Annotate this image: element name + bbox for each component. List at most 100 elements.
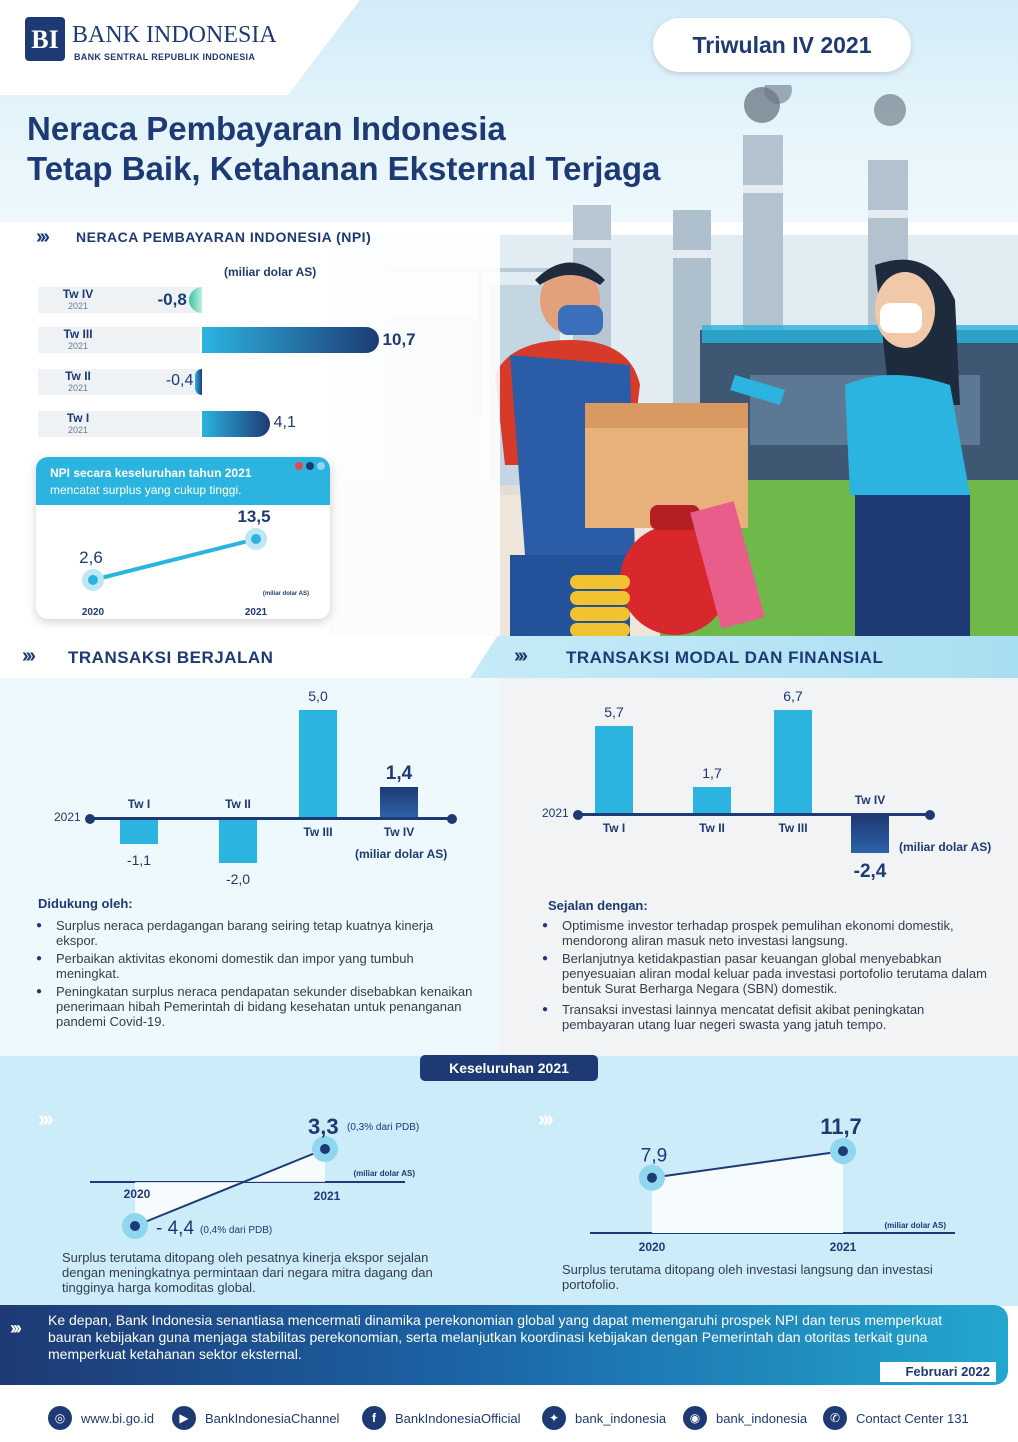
npi-quarter-year: 2021 (67, 341, 89, 351)
note-bullet: Berlanjutnya ketidakpastian pasar keuang… (542, 951, 987, 996)
kes-left-line (134, 1148, 326, 1227)
axis-dot (573, 809, 583, 820)
npi-annual-line-chart: 2,6 2020 13,5 2021 (miliar dolar AS) (79, 507, 309, 618)
npi-bar-chart: Tw IV 2021 -0,8 Tw III 2021 10,7 Tw II 2021 -0,4… (0, 0, 500, 450)
kes-right-unit: (miliar dolar AS) (885, 1221, 947, 1230)
footer-banner (0, 1305, 1008, 1385)
bar-category-label: Tw II (699, 821, 725, 835)
bar-value: 6,7 (783, 688, 803, 705)
note-bullet: Perbaikan aktivitas ekonomi domestik dan… (36, 951, 476, 981)
kes-right-area (652, 1151, 843, 1233)
instagram-icon[interactable]: ◉ (683, 1406, 707, 1430)
kes-right-point (647, 1172, 657, 1183)
chevrons-icon: ››› (22, 645, 36, 667)
chevrons-icon: ››› (38, 1106, 54, 1131)
transaksi-modal-title: TRANSAKSI MODAL DAN FINANSIAL (566, 648, 884, 667)
bar-value: 5,7 (604, 703, 624, 720)
bar-category-label: Tw I (127, 797, 151, 811)
keseluruhan-right-area-chart: 7,9 2020 11,7 2021 (miliar dolar AS) (590, 1114, 955, 1254)
chevrons-icon: ››› (10, 1318, 22, 1338)
npi-quarter-label: Tw II (65, 369, 91, 383)
bar-value: -2,4 (853, 860, 887, 882)
period-badge: Triwulan IV 2021 (653, 18, 911, 72)
npi-point (88, 575, 98, 585)
bar (380, 787, 418, 817)
page-title-line1: Neraca Pembayaran Indonesia (27, 110, 506, 147)
bar-value: -1,1 (126, 851, 152, 868)
npi-point-value: 2,6 (79, 548, 103, 567)
npi-card-line1: NPI secara keseluruhan tahun 2021 (50, 466, 252, 480)
youtube-icon[interactable]: ▶ (172, 1406, 196, 1430)
kes-left-note: (0,4% dari PDB) (200, 1225, 272, 1236)
npi-bar-value: 4,1 (273, 414, 296, 431)
kes-left-point (130, 1221, 140, 1231)
chevrons-icon: ››› (514, 645, 528, 667)
note-bullet: Peningkatan surplus neraca pendapatan se… (36, 984, 476, 1029)
tm-notes-title: Sejalan dengan: (548, 898, 648, 913)
globe-icon[interactable]: ◎ (48, 1406, 72, 1430)
npi-year-label: 2020 (82, 607, 105, 618)
kes-left-note: (0,3% dari PDB) (347, 1122, 419, 1133)
keseluruhan-left-caption: Surplus terutama ditopang oleh pesatnya … (62, 1250, 433, 1295)
bar (774, 710, 812, 813)
npi-section-title: NERACA PEMBAYARAN INDONESIA (NPI) (76, 229, 372, 245)
social-link-text[interactable]: www.bi.go.id (81, 1411, 154, 1426)
npi-quarter-year: 2021 (67, 301, 89, 311)
social-link-text[interactable]: Contact Center 131 (856, 1411, 969, 1426)
axis-dot (447, 813, 457, 824)
npi-quarter-box (38, 369, 200, 395)
bar-value: 1,7 (702, 764, 722, 781)
phone-icon[interactable]: ✆ (823, 1406, 847, 1430)
footer-date: Februari 2022 (880, 1362, 996, 1382)
chart-unit-label: (miliar dolar AS) (899, 840, 992, 854)
bar-category-label: Tw II (225, 797, 251, 811)
kes-left-value: - 4,4 (156, 1218, 194, 1239)
npi-bar (202, 411, 270, 437)
npi-bar (188, 287, 202, 313)
note-bullet: Surplus neraca perdagangan barang seirin… (36, 918, 476, 948)
transaksi-berjalan-title: TRANSAKSI BERJALAN (68, 648, 274, 667)
brand-subtitle: BANK SENTRAL REPUBLIK INDONESIA (74, 52, 256, 62)
social-link-text[interactable]: bank_indonesia (575, 1411, 667, 1426)
svg-text:BI: BI (31, 25, 58, 54)
axis-dot (925, 809, 935, 820)
npi-card-unit: (miliar dolar AS) (263, 591, 309, 597)
bar (595, 725, 633, 813)
npi-bar (195, 369, 202, 395)
twitter-icon[interactable]: ✦ (542, 1406, 566, 1430)
npi-unit-label: (miliar dolar AS) (224, 265, 317, 279)
bar (219, 820, 257, 863)
npi-bar (202, 327, 379, 353)
npi-quarter-box (38, 327, 200, 353)
social-link-text[interactable]: bank_indonesia (716, 1411, 808, 1426)
social-link-text[interactable]: BankIndonesiaOfficial (395, 1411, 521, 1426)
kes-right-point (838, 1146, 848, 1157)
bar-category-label: Tw III (303, 825, 333, 839)
kes-right-year-label: 2020 (639, 1240, 666, 1254)
transaksi-modal-header (470, 636, 1018, 678)
npi-quarter-box (38, 411, 200, 437)
bar-value: -2,0 (225, 870, 251, 887)
kes-left-year-label: 2020 (124, 1187, 151, 1201)
npi-quarter-year: 2021 (67, 425, 89, 435)
kes-left-point (320, 1144, 330, 1154)
bar-category-label: Tw IV (383, 825, 415, 839)
transaksi-berjalan-header (0, 636, 499, 678)
npi-bar-value: -0,8 (157, 290, 187, 309)
chart-year-label: 2021 (54, 810, 81, 824)
dots-icon (295, 462, 325, 470)
facebook-icon[interactable]: f (362, 1406, 386, 1430)
bar (693, 786, 731, 813)
chart-unit-label: (miliar dolar AS) (355, 847, 448, 861)
npi-card-line2: mencatat surplus yang cukup tinggi. (50, 483, 242, 497)
chart-axis-line (578, 813, 930, 816)
bar-category-label: Tw IV (854, 793, 886, 807)
bar-category-label: Tw III (778, 821, 808, 835)
chevrons-icon: ››› (36, 226, 50, 248)
kes-right-value: 11,7 (820, 1114, 862, 1139)
footer-statement: Ke depan, Bank Indonesia senantiasa menc… (48, 1312, 943, 1362)
npi-card-header (36, 457, 330, 505)
social-link-text[interactable]: BankIndonesiaChannel (205, 1411, 340, 1426)
transaksi-berjalan-bar-chart: 2021 -1,1 Tw I -2,0 Tw II 5,0 Tw III 1,4 Tw IV (m… (0, 680, 499, 890)
tb-notes-title: Didukung oleh: (38, 896, 133, 911)
